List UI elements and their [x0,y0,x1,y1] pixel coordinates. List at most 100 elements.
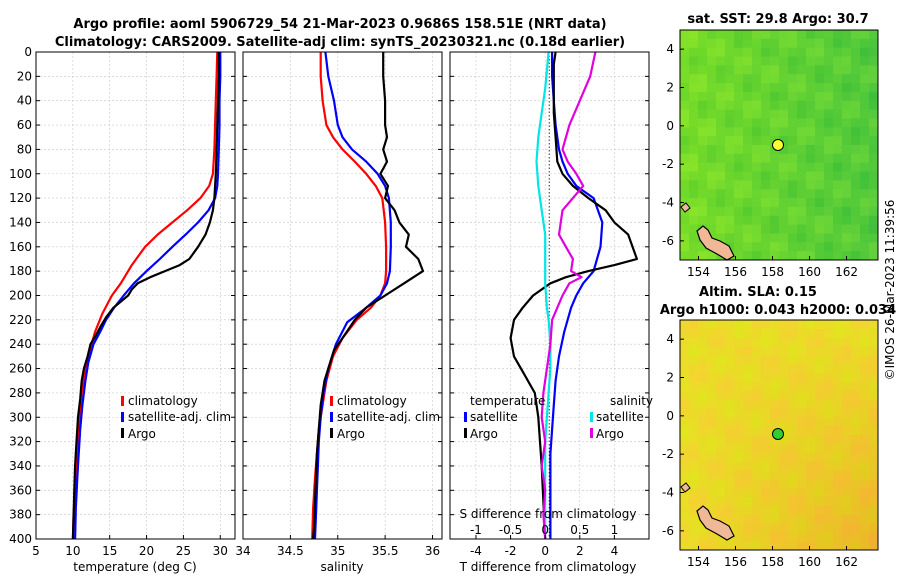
map-cell [770,399,780,409]
map-cell [806,153,816,164]
map-cell [806,364,816,374]
map-cell [770,346,780,356]
map-cell [716,109,726,119]
map-cell [752,452,762,463]
map-cell [698,153,708,164]
map-cell [815,373,825,383]
map-cell [860,251,870,261]
map-cell [806,496,816,507]
map-cell [716,346,726,356]
map-cell [743,541,753,551]
map-cell [788,153,798,164]
map-cell [824,91,834,102]
map-cell [743,224,753,234]
map-cell [680,541,690,551]
map-cell [851,320,861,330]
map-cell [770,479,780,489]
map-cell [788,65,798,75]
series-line-climatology [71,51,219,540]
map-cell [770,74,780,84]
map-cell [698,337,708,348]
map-cell [860,83,870,93]
map-cell [833,452,843,463]
map-cell [680,91,690,102]
map-cell [842,488,852,498]
map-cell [689,153,699,164]
map-cell [842,514,852,524]
map-cell [734,320,744,330]
map-cell [806,346,816,356]
legend-swatch-climatology [121,396,124,406]
map-cell [815,390,825,401]
map-cell [806,74,816,84]
map-cell [716,91,726,102]
map-cell [833,337,843,348]
map-cell [797,162,807,173]
legend-label-t-satellite: satellite [470,410,518,424]
map-cell [752,180,762,190]
imos-timestamp: ©IMOS 26-Mar-2023 11:39:56 [883,200,897,381]
map-cell [698,479,708,489]
legend-swatch-s-satellite [590,412,593,422]
map-cell [770,118,780,128]
map-cell [707,136,717,146]
map-cell [797,488,807,498]
map-cell [725,452,735,463]
map-cell [824,100,834,111]
map-cell [869,206,879,217]
map-cell [707,470,717,480]
map-cell [851,443,861,454]
map-cell [689,171,699,181]
map-cell [797,381,807,392]
map-cell [734,162,744,173]
map-cell [824,215,834,226]
map-cell [869,153,879,164]
map-cell [842,136,852,146]
map-cell [752,127,762,137]
map-cell [833,251,843,261]
map-cell [833,390,843,401]
map-cell [851,74,861,84]
map-cell [689,541,699,551]
map-cell [824,198,834,208]
map-cell [707,364,717,374]
map-cell [761,364,771,374]
map-cell [842,189,852,199]
map-cell [680,470,690,480]
map-cell [734,488,744,498]
map-cell [716,443,726,454]
map-cell [725,38,735,49]
map-cell [779,408,789,418]
map-cell [851,426,861,436]
map-x-tick-label: 160 [798,555,821,569]
map-cell [680,452,690,463]
map-y-tick-label: -6 [662,234,674,248]
map-cell [869,373,879,383]
map-y-tick-label: -6 [662,524,674,538]
y-tick-label: 0 [24,45,32,59]
map-cell [680,426,690,436]
map-cell [869,136,879,146]
map-cell [779,180,789,190]
map-cell [689,65,699,75]
map-cell [869,38,879,49]
map-cell [815,328,825,339]
map-cell [779,346,789,356]
map-cell [851,408,861,418]
map-cell [707,488,717,498]
map-cell [842,83,852,93]
map-cell [689,399,699,409]
legend-label-argo: Argo [337,427,365,441]
map-cell [815,136,825,146]
map-cell [824,346,834,356]
map-cell [806,408,816,418]
map-cell [851,109,861,119]
map-cell [716,408,726,418]
salinity-legend: climatology satellite-adj. clim Argo [330,394,440,441]
map-x-tick-label: 154 [687,555,710,569]
map-cell [707,56,717,66]
map-cell [761,162,771,173]
map-cell [860,364,870,374]
map-cell [815,488,825,498]
map-cell [761,373,771,383]
